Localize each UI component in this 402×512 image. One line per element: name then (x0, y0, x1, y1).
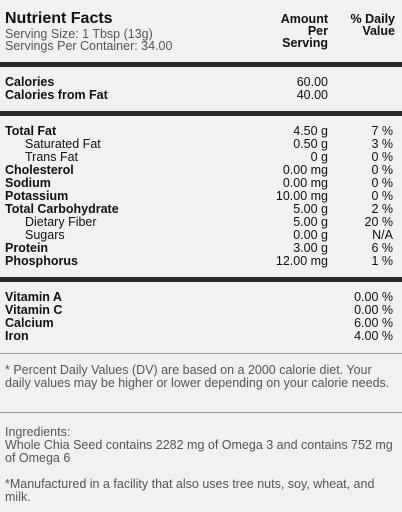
nutrient-name: Potassium (5, 189, 69, 203)
nutrient-name: Iron (5, 329, 29, 343)
footnote: * Percent Daily Values (DV) are based on… (5, 363, 390, 390)
allergen-note: *Manufactured in a facility that also us… (5, 477, 375, 504)
daily-value: 0 % (371, 150, 393, 164)
divider (0, 277, 402, 282)
daily-value: 4.00 % (354, 329, 393, 343)
nutrient-name: Saturated Fat (25, 137, 101, 151)
nutrient-name: Vitamin A (5, 290, 62, 304)
divider (0, 62, 402, 67)
amount: 0.00 g (293, 228, 328, 242)
nutrient-name: Total Fat (5, 124, 57, 138)
divider (0, 412, 402, 413)
divider (0, 353, 402, 354)
amount: 0.50 g (293, 137, 328, 151)
daily-value: N/A (372, 228, 393, 242)
nutrient-name: Protein (5, 241, 49, 255)
divider (0, 111, 402, 116)
daily-value: 0 % (371, 176, 393, 190)
daily-value: 6 % (371, 241, 393, 255)
daily-value: 1 % (371, 254, 393, 268)
amount-heading: Amount Per Serving (280, 12, 328, 50)
amount: 3.00 g (293, 241, 328, 255)
serving-size: Serving Size: 1 Tbsp (13g) (5, 27, 153, 41)
nutrient-name: Trans Fat (25, 150, 79, 164)
nutrient-name: Calories (5, 75, 55, 89)
nutrient-name: Sodium (5, 176, 51, 190)
nutrient-name: Cholesterol (5, 163, 74, 177)
nutrient-name: Total Carbohydrate (5, 202, 119, 216)
daily-value: 20 % (364, 215, 394, 229)
amount: 40.00 (296, 88, 328, 102)
amount: 0.00 mg (282, 176, 328, 190)
servings-per-container: Servings Per Container: 34.00 (5, 39, 173, 53)
nutrient-name: Calories from Fat (5, 88, 108, 102)
daily-value: 2 % (371, 202, 393, 216)
amount: 4.50 g (293, 124, 328, 138)
amount: 12.00 mg (275, 254, 328, 268)
ingredients-heading: Ingredients: (5, 425, 71, 439)
daily-value: 0 % (371, 163, 393, 177)
daily-value: 0.00 % (354, 303, 393, 317)
dv-heading: % Daily Value (350, 12, 395, 38)
title: Nutrient Facts (5, 10, 113, 27)
amount: 0 g (310, 150, 328, 164)
amount: 0.00 mg (282, 163, 328, 177)
amount: 60.00 (296, 75, 328, 89)
daily-value: 0.00 % (354, 290, 393, 304)
nutrient-name: Dietary Fiber (25, 215, 97, 229)
daily-value: 6.00 % (354, 316, 393, 330)
nutrient-name: Vitamin C (5, 303, 63, 317)
ingredients-text: Whole Chia Seed contains 2282 mg of Omeg… (5, 438, 393, 465)
amount: 10.00 mg (275, 189, 328, 203)
amount: 5.00 g (293, 215, 328, 229)
daily-value: 7 % (371, 124, 393, 138)
amount: 5.00 g (293, 202, 328, 216)
nutrient-name: Calcium (5, 316, 54, 330)
nutrient-name: Phosphorus (5, 254, 78, 268)
daily-value: 3 % (371, 137, 393, 151)
daily-value: 0 % (371, 189, 393, 203)
nutrient-name: Sugars (25, 228, 65, 242)
